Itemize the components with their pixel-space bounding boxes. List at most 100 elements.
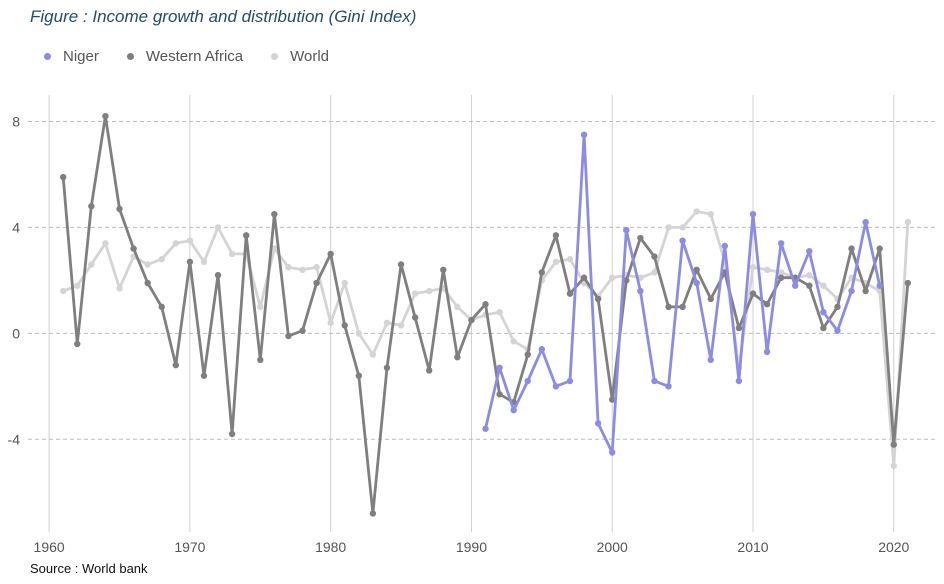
data-point-western-africa-1983 [369, 510, 377, 517]
x-tick-label-1980: 1980 [315, 539, 346, 555]
x-tick-label-2020: 2020 [878, 539, 909, 555]
data-point-niger-2002 [637, 287, 644, 295]
data-point-world-1972 [214, 224, 222, 231]
data-point-world-1964 [102, 240, 109, 247]
data-point-world-1976 [271, 245, 278, 252]
legend-label-world: World [290, 48, 330, 65]
data-point-world-1975 [257, 303, 264, 311]
data-point-western-africa-1972 [214, 271, 222, 279]
data-point-world-1968 [158, 256, 165, 263]
data-point-world-1962 [74, 282, 81, 289]
data-point-western-africa-1976 [271, 210, 278, 218]
data-point-world-2015 [820, 282, 827, 289]
data-point-world-1970 [186, 237, 194, 244]
data-point-niger-1996 [552, 383, 560, 390]
data-point-western-africa-1989 [454, 354, 461, 361]
data-point-world-1973 [228, 250, 236, 258]
data-point-western-africa-1994 [524, 351, 531, 358]
data-point-western-africa-1961 [59, 173, 67, 181]
data-point-world-1979 [313, 263, 320, 271]
data-point-world-1987 [426, 287, 433, 295]
data-point-western-africa-1997 [566, 290, 574, 297]
data-point-niger-2012 [777, 240, 785, 247]
data-point-western-africa-1991 [482, 301, 489, 308]
data-point-western-africa-1962 [74, 340, 81, 348]
data-point-niger-2000 [609, 449, 616, 456]
data-point-world-1983 [369, 351, 377, 358]
data-point-world-1963 [88, 261, 95, 268]
data-point-niger-2010 [749, 210, 757, 218]
data-point-world-1971 [200, 258, 208, 266]
data-point-world-1965 [116, 285, 123, 292]
data-point-niger-2014 [806, 248, 813, 255]
data-point-world-1961 [59, 287, 67, 295]
data-point-western-africa-2002 [637, 234, 644, 242]
y-tick-label--4: -4 [8, 431, 21, 447]
data-point-world-1997 [566, 256, 574, 263]
data-point-niger-2013 [792, 282, 799, 289]
data-point-niger-2019 [876, 282, 883, 289]
data-point-western-africa-1982 [355, 372, 363, 379]
data-point-western-africa-1977 [285, 332, 292, 340]
data-point-western-africa-2006 [693, 266, 700, 273]
data-point-niger-1994 [524, 377, 531, 385]
data-point-world-2003 [651, 269, 658, 276]
data-point-western-africa-2011 [763, 301, 771, 308]
data-point-world-2006 [693, 208, 700, 215]
data-point-western-africa-2016 [834, 303, 841, 311]
data-point-world-1996 [552, 258, 560, 266]
data-point-world-2012 [777, 269, 785, 276]
data-point-world-1982 [355, 330, 363, 337]
data-point-niger-2008 [721, 242, 729, 250]
data-point-world-1980 [327, 319, 334, 326]
data-point-niger-1991 [482, 425, 489, 432]
data-point-world-1989 [454, 303, 461, 311]
data-point-niger-1999 [594, 420, 602, 427]
data-point-niger-2005 [679, 237, 686, 244]
series-line-niger [484, 133, 882, 454]
data-point-world-1993 [510, 338, 517, 345]
legend-item-western-africa: Western Africa [126, 48, 244, 65]
data-point-western-africa-2017 [848, 245, 855, 252]
data-point-world-1977 [285, 263, 292, 271]
data-point-western-africa-2009 [735, 324, 743, 332]
y-tick-label-4: 4 [12, 219, 20, 235]
data-point-niger-2003 [651, 377, 658, 385]
legend-dot-western-africa [126, 53, 134, 60]
data-point-western-africa-2003 [651, 253, 658, 260]
data-point-niger-2011 [763, 348, 771, 356]
data-point-western-africa-1998 [580, 274, 588, 281]
legend-label-niger: Niger [63, 48, 99, 65]
legend-label-western-africa: Western Africa [145, 48, 244, 65]
data-point-western-africa-1980 [327, 250, 334, 258]
data-point-western-africa-1981 [341, 322, 348, 329]
data-point-western-africa-1968 [158, 303, 165, 311]
data-point-western-africa-1986 [411, 314, 419, 321]
data-point-world-2020 [890, 462, 897, 469]
data-point-western-africa-2001 [623, 277, 630, 284]
data-point-western-africa-2012 [777, 274, 785, 281]
data-point-western-africa-2005 [679, 303, 686, 311]
legend-item-world: World [271, 48, 329, 65]
data-point-world-2011 [763, 266, 771, 273]
data-point-world-1992 [496, 308, 503, 316]
data-point-western-africa-1966 [130, 245, 137, 252]
data-point-world-2000 [609, 274, 616, 281]
data-point-niger-1997 [566, 377, 574, 385]
data-point-western-africa-2014 [806, 282, 813, 289]
data-point-world-2007 [707, 210, 714, 218]
data-point-western-africa-1999 [594, 295, 602, 303]
data-point-western-africa-1984 [383, 364, 391, 371]
data-point-western-africa-1965 [116, 205, 123, 213]
data-point-niger-2009 [735, 377, 743, 385]
data-point-world-1967 [144, 261, 151, 268]
data-point-niger-2004 [665, 383, 672, 390]
data-point-niger-2016 [834, 327, 841, 334]
data-point-western-africa-1973 [228, 430, 236, 438]
data-point-niger-2006 [693, 279, 700, 287]
data-point-western-africa-1996 [552, 232, 560, 239]
data-point-western-africa-2018 [862, 287, 869, 295]
data-point-western-africa-2000 [609, 396, 616, 403]
data-point-western-africa-2020 [890, 441, 897, 448]
